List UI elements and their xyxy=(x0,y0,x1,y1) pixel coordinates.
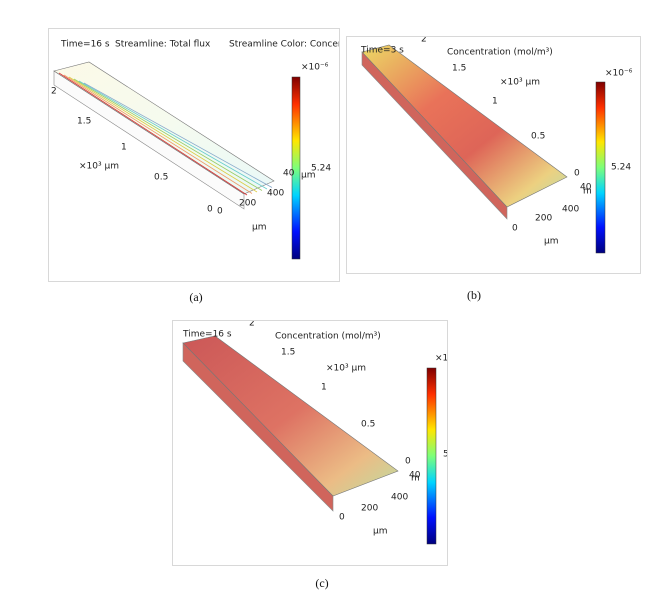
plot-label: m xyxy=(583,187,592,197)
colorbar-exponent: ×10⁻⁶ xyxy=(301,63,329,73)
colorbar xyxy=(595,81,606,254)
panel-caption: (c) xyxy=(315,576,329,590)
plot-label: 0 xyxy=(405,457,411,467)
panel-caption: (b) xyxy=(467,288,481,302)
plot-label: ×10³ μm xyxy=(326,364,366,374)
colorbar-exponent: ×10⁻⁶ xyxy=(605,69,633,79)
plot-label: 0.5 xyxy=(361,420,375,430)
plot-label: 1.5 xyxy=(281,348,295,358)
plot-label: μm xyxy=(544,237,559,247)
plot-label: 0.5 xyxy=(154,173,168,183)
plot-label: m xyxy=(411,474,420,484)
plot-label: 1.5 xyxy=(77,117,91,127)
plot-label: ×10³ μm xyxy=(79,162,119,172)
plot-label: 40 xyxy=(283,169,295,179)
plot-label: 1 xyxy=(321,383,327,393)
colorbar-tick: 5.24 xyxy=(311,164,331,174)
slab-side xyxy=(53,70,245,210)
plot-label: μm xyxy=(301,171,316,181)
plot-label: ×10³ μm xyxy=(500,78,540,88)
plot-label: 0 xyxy=(207,205,213,215)
plot-label: Concentration (mol/m³) xyxy=(447,48,553,58)
plot-label: μm xyxy=(373,527,388,537)
plot-label: 0 xyxy=(512,224,518,234)
plot-label: Concentration (mol/m³) xyxy=(275,332,381,342)
plot-label: 400 xyxy=(267,189,284,199)
plot-label: Time=16 s xyxy=(182,330,232,340)
plot-label: 0 xyxy=(574,169,580,179)
panel-caption: (a) xyxy=(189,290,203,304)
streamline xyxy=(78,80,268,190)
plot-panel: ×10⁻⁶ 5.24 Time=16 s 2 Concentration (mol/m³… xyxy=(172,320,448,566)
plot-label: 400 xyxy=(562,205,579,215)
plot-label: Time=3 s xyxy=(360,46,404,56)
colorbar-exponent: ×10⁻⁶ xyxy=(435,354,448,364)
plot-label: 1.5 xyxy=(452,64,466,74)
plot-label: μm xyxy=(252,223,267,233)
plot-label: 40 xyxy=(409,471,421,481)
plot-label: Time=16 s xyxy=(60,40,110,50)
plot-label: 200 xyxy=(535,214,552,224)
streamline xyxy=(83,82,273,188)
colorbar-tick: 5.24 xyxy=(611,163,631,173)
colorbar xyxy=(426,367,437,545)
colorbar-tick: 5.24 xyxy=(443,450,448,460)
colorbar xyxy=(291,76,301,260)
slab-top xyxy=(182,335,399,497)
plot-panel: ×10⁻⁶ 5.24 Time=3 s 2 Concentration (mol/m³)… xyxy=(346,36,641,274)
plot-label: 1 xyxy=(121,143,127,153)
slab-top xyxy=(361,44,568,208)
plot-label: 2 xyxy=(421,36,427,45)
streamline xyxy=(58,72,248,196)
plot-label: 2 xyxy=(51,87,57,97)
plot-label: Streamline: Total flux xyxy=(115,40,211,50)
plot-label: 2 xyxy=(249,320,255,329)
plot-label: 0 xyxy=(339,513,345,523)
plot-label: 200 xyxy=(239,199,256,209)
plot-label: 200 xyxy=(361,504,378,514)
streamline xyxy=(73,78,263,191)
plot-label: 0.5 xyxy=(531,132,545,142)
plot-label: 0 xyxy=(217,207,223,217)
streamline xyxy=(68,76,258,193)
streamline xyxy=(63,74,253,194)
plot-label: Streamline Color: Concentratio xyxy=(229,40,340,50)
plot-label: 400 xyxy=(391,493,408,503)
plot-label: 1 xyxy=(492,97,498,107)
plot-panel: ×10⁻⁶ 5.24 Time=16 s Streamline: Total flux… xyxy=(48,28,340,282)
plot-label: 40 xyxy=(580,183,592,193)
